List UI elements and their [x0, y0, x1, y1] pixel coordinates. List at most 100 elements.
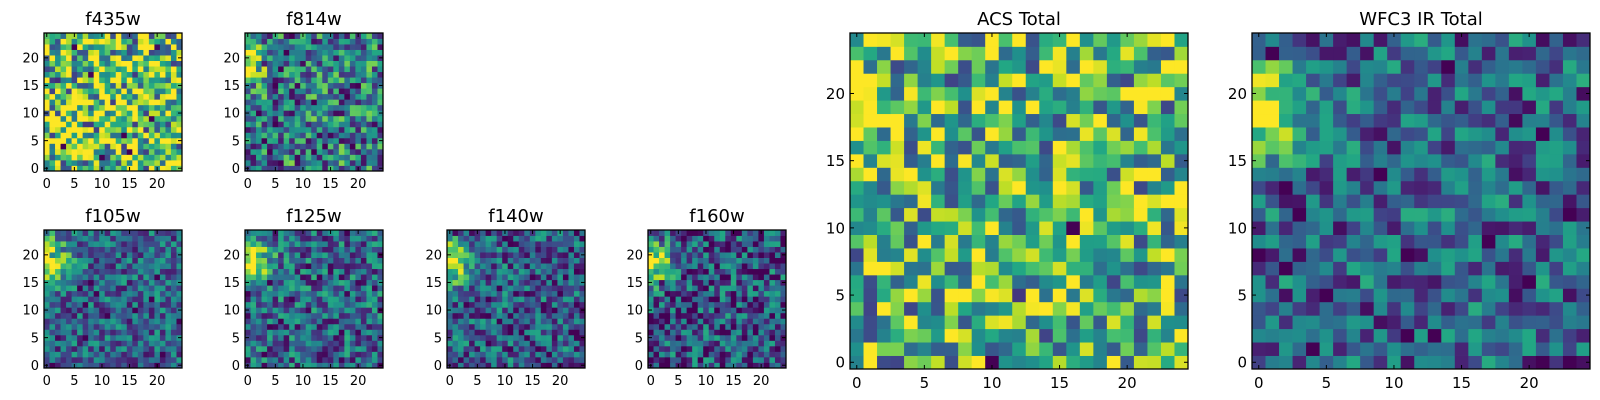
heatmap-cell: [686, 356, 693, 363]
heatmap-cell: [491, 345, 498, 352]
heatmap-cell: [741, 285, 748, 292]
heatmap-cell: [686, 318, 693, 325]
heatmap-cell: [294, 340, 301, 347]
heatmap-cell: [540, 285, 547, 292]
heatmap-cell: [333, 71, 340, 78]
heatmap-cell: [305, 252, 312, 258]
heatmap-cell: [675, 252, 682, 258]
heatmap-cell: [77, 263, 84, 270]
heatmap-cell: [137, 301, 144, 308]
heatmap-cell: [143, 285, 150, 292]
heatmap-cell: [55, 340, 61, 347]
heatmap-cell: [115, 115, 122, 122]
heatmap-cell: [132, 285, 139, 292]
heatmap-cell: [985, 342, 1000, 356]
panel-title: f105w: [85, 206, 140, 227]
heatmap-cell: [452, 285, 459, 292]
heatmap-cell: [535, 241, 542, 247]
heatmap-cell: [267, 115, 273, 122]
heatmap-cell: [322, 115, 329, 122]
heatmap-cell: [121, 307, 128, 314]
heatmap-cell: [104, 340, 111, 347]
heatmap-cell: [49, 121, 56, 128]
heatmap-cell: [154, 132, 161, 139]
heatmap-cell: [377, 115, 384, 122]
heatmap-cell: [322, 340, 329, 347]
heatmap-cell: [159, 126, 166, 133]
heatmap-cell: [349, 290, 356, 297]
heatmap-cell: [71, 290, 78, 297]
heatmap-cell: [121, 126, 128, 133]
heatmap-cell: [703, 340, 710, 347]
heatmap-cell: [159, 49, 166, 56]
heatmap-cell: [137, 329, 144, 336]
heatmap-cell: [49, 323, 56, 330]
heatmap-cell: [360, 274, 367, 281]
heatmap-cell: [176, 268, 183, 275]
heatmap-cell: [1562, 301, 1577, 316]
heatmap-cell: [267, 44, 273, 50]
heatmap-cell: [1292, 342, 1307, 356]
heatmap-cell: [1279, 167, 1293, 182]
heatmap-cell: [66, 132, 72, 139]
heatmap-cell: [1093, 127, 1108, 141]
heatmap-cell: [256, 99, 262, 106]
heatmap-cell: [126, 126, 133, 133]
heatmap-cell: [719, 362, 726, 369]
heatmap-cell: [283, 60, 290, 67]
heatmap-cell: [44, 49, 50, 56]
heatmap-cell: [278, 312, 285, 319]
heatmap-cell: [1252, 248, 1266, 262]
heatmap-cell: [88, 285, 95, 292]
heatmap-cell: [1160, 86, 1175, 101]
heatmap-cell: [344, 257, 351, 264]
heatmap-cell: [1147, 234, 1162, 249]
heatmap-cell: [338, 329, 345, 336]
heatmap-cell: [272, 159, 279, 166]
heatmap-cell: [300, 263, 307, 270]
heatmap-cell: [518, 274, 525, 281]
heatmap-cell: [71, 44, 78, 50]
heatmap-cell: [66, 60, 72, 67]
heatmap-cell: [1414, 207, 1429, 222]
heatmap-cell: [115, 345, 122, 352]
heatmap-cell: [1481, 315, 1496, 330]
heatmap-cell: [659, 345, 665, 352]
heatmap-cell: [573, 230, 580, 236]
heatmap-cell: [1093, 248, 1108, 262]
y-tick-label: 15: [22, 276, 39, 291]
heatmap-cell: [338, 279, 345, 286]
heatmap-cell: [132, 110, 139, 117]
heatmap-cell: [349, 159, 356, 166]
heatmap-cell: [165, 143, 172, 150]
heatmap-cell: [681, 345, 688, 352]
heatmap-cell: [322, 356, 329, 363]
heatmap-cell: [267, 257, 273, 264]
heatmap-cell: [1265, 194, 1280, 209]
heatmap-cell: [66, 82, 72, 89]
heatmap-cell: [305, 99, 312, 106]
heatmap-cell: [1360, 194, 1375, 209]
heatmap-cell: [1174, 288, 1189, 303]
heatmap-cell: [327, 246, 334, 253]
heatmap-cell: [137, 165, 144, 172]
heatmap-cell: [289, 66, 296, 73]
heatmap-cell: [289, 263, 296, 270]
heatmap-cell: [126, 93, 133, 100]
heatmap-cell: [1346, 274, 1361, 289]
heatmap-cell: [1252, 342, 1266, 356]
heatmap-cell: [366, 285, 373, 292]
heatmap-cell: [159, 334, 166, 341]
heatmap-cell: [93, 301, 100, 308]
heatmap-cell: [360, 246, 367, 253]
heatmap-cell: [507, 235, 514, 242]
heatmap-cell: [686, 329, 693, 336]
heatmap-cell: [360, 312, 367, 319]
heatmap-cell: [272, 340, 279, 347]
heatmap-cell: [1039, 234, 1054, 249]
heatmap-cell: [333, 345, 340, 352]
heatmap-cell: [316, 252, 323, 258]
heatmap-cell: [104, 115, 111, 122]
heatmap-cell: [863, 113, 878, 128]
heatmap-cell: [143, 290, 150, 297]
